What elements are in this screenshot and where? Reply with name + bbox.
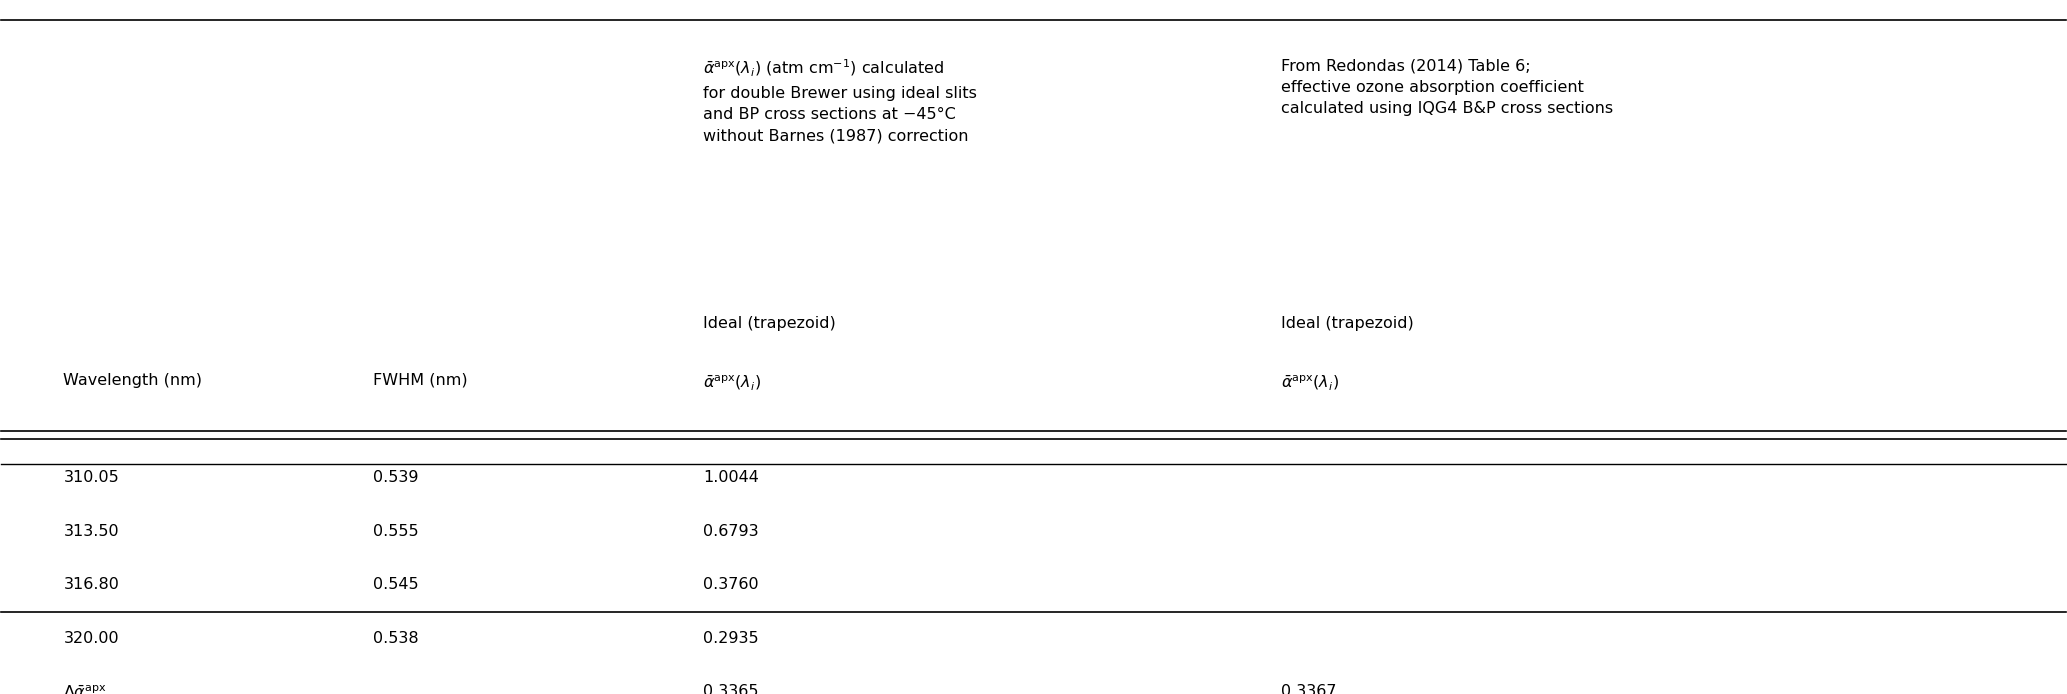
Text: From Redondas (2014) Table 6;
effective ozone absorption coefficient
calculated : From Redondas (2014) Table 6; effective … [1282, 58, 1614, 116]
Text: 310.05: 310.05 [64, 470, 120, 485]
Text: Wavelength (nm): Wavelength (nm) [64, 373, 203, 388]
Text: 0.545: 0.545 [372, 577, 420, 592]
Text: FWHM (nm): FWHM (nm) [372, 373, 467, 388]
Text: $\bar{\alpha}^{\mathrm{apx}}(\lambda_i)$: $\bar{\alpha}^{\mathrm{apx}}(\lambda_i)$ [703, 373, 761, 391]
Text: 0.6793: 0.6793 [703, 524, 759, 539]
Text: 0.3367: 0.3367 [1282, 684, 1337, 694]
Text: 0.555: 0.555 [372, 524, 420, 539]
Text: 0.3365: 0.3365 [703, 684, 759, 694]
Text: $\Delta\bar{\alpha}^{\mathrm{apx}}$: $\Delta\bar{\alpha}^{\mathrm{apx}}$ [64, 684, 107, 694]
Text: Ideal (trapezoid): Ideal (trapezoid) [1282, 316, 1414, 331]
Text: 316.80: 316.80 [64, 577, 120, 592]
Text: $\bar{\alpha}^{\mathrm{apx}}(\lambda_i)$: $\bar{\alpha}^{\mathrm{apx}}(\lambda_i)$ [1282, 373, 1339, 391]
Text: 0.2935: 0.2935 [703, 631, 759, 645]
Text: 0.538: 0.538 [372, 631, 420, 645]
Text: Ideal (trapezoid): Ideal (trapezoid) [703, 316, 835, 331]
Text: 0.3760: 0.3760 [703, 577, 759, 592]
Text: 1.0044: 1.0044 [703, 470, 759, 485]
Text: 320.00: 320.00 [64, 631, 120, 645]
Text: $\bar{\alpha}^{\mathrm{apx}}(\lambda_i)$ (atm cm$^{-1}$) calculated
for double B: $\bar{\alpha}^{\mathrm{apx}}(\lambda_i)$… [703, 58, 978, 144]
Text: 0.539: 0.539 [372, 470, 418, 485]
Text: 313.50: 313.50 [64, 524, 120, 539]
